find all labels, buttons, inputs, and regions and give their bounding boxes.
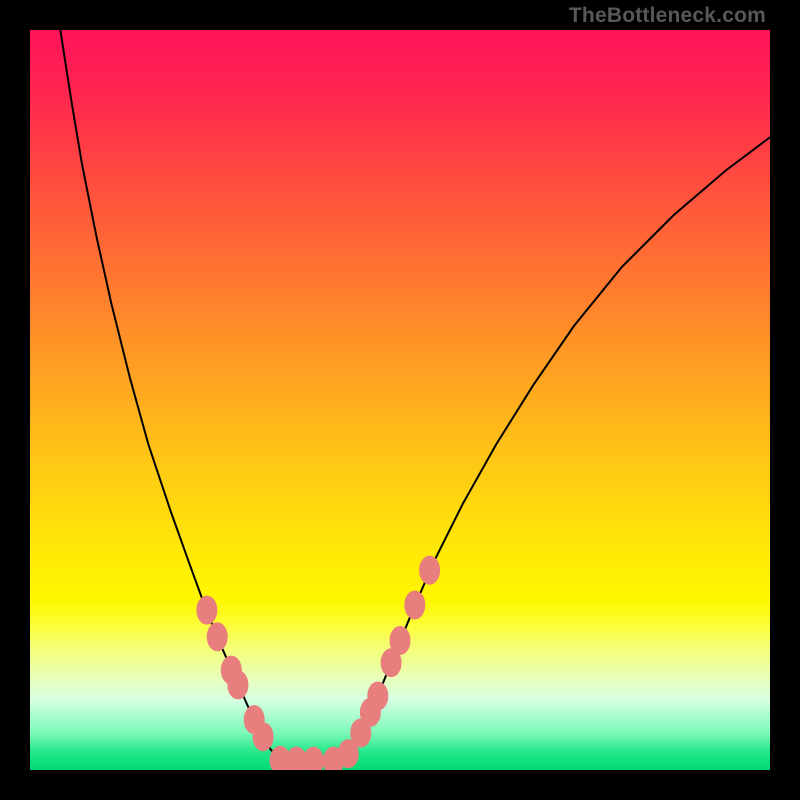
marker-dot: [228, 671, 248, 699]
curve-overlay: [30, 30, 770, 770]
marker-dot: [368, 682, 388, 710]
marker-dot: [197, 596, 217, 624]
curve-left-branch: [60, 30, 281, 761]
marker-dot: [405, 591, 425, 619]
marker-dot: [253, 723, 273, 751]
plot-area: [30, 30, 770, 770]
marker-dot: [420, 556, 440, 584]
curve-right-branch: [341, 137, 770, 761]
watermark-text: TheBottleneck.com: [569, 4, 766, 28]
marker-dot: [390, 627, 410, 655]
marker-group: [197, 556, 440, 770]
chart-frame: TheBottleneck.com: [0, 0, 800, 800]
marker-dot: [303, 747, 323, 770]
marker-dot: [207, 623, 227, 651]
